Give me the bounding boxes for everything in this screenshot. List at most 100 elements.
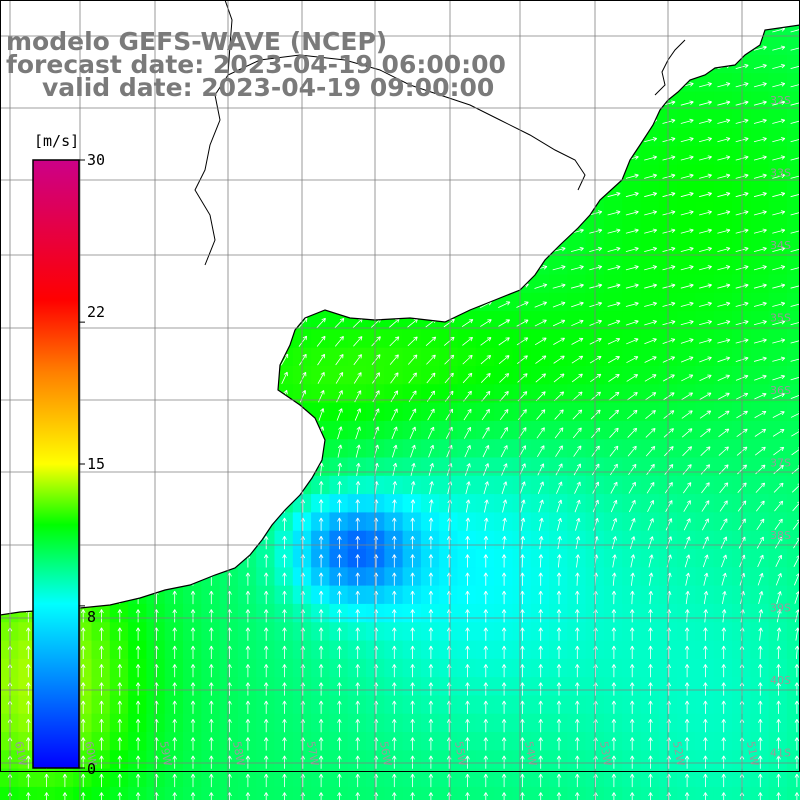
wind-speed-cell	[567, 292, 587, 312]
wind-speed-cell	[732, 439, 751, 458]
wind-arrow	[538, 554, 544, 568]
wind-speed-cell	[201, 658, 221, 678]
wind-arrow	[717, 283, 731, 289]
wind-speed-cell	[603, 274, 623, 294]
longitude-label: 58W	[230, 740, 247, 767]
wind-arrow	[392, 645, 397, 659]
wind-speed-cell	[512, 750, 532, 770]
wind-arrow	[612, 554, 617, 568]
wind-speed-cell	[750, 292, 770, 312]
wind-speed-cell	[311, 677, 330, 696]
wind-arrow	[644, 173, 658, 179]
wind-arrow	[754, 411, 767, 419]
wind-speed-cell	[695, 475, 715, 495]
wind-arrow	[575, 590, 580, 605]
wind-arrow	[245, 572, 251, 586]
wind-arrow	[282, 719, 287, 733]
wind-arrow	[554, 391, 565, 402]
wind-arrow	[500, 445, 508, 458]
wind-arrow	[758, 737, 763, 751]
wind-arrow	[664, 446, 674, 457]
wind-speed-cell	[512, 732, 532, 751]
wind-arrow	[573, 445, 582, 457]
wind-speed-cell	[640, 183, 660, 202]
wind-speed-cell	[622, 384, 641, 404]
wind-speed-cell	[256, 585, 275, 605]
wind-arrow	[753, 82, 767, 88]
wind-arrow	[681, 392, 693, 401]
wind-arrow	[607, 301, 621, 307]
wind-arrow	[534, 283, 548, 289]
wind-arrow	[645, 427, 656, 438]
wind-arrow	[717, 338, 731, 344]
wind-arrow	[776, 645, 782, 660]
wind-arrow	[501, 773, 507, 788]
wind-arrow	[721, 737, 726, 751]
wind-speed-cell	[567, 695, 587, 715]
wind-speed-cell	[530, 768, 550, 788]
wind-speed-cell	[494, 658, 513, 678]
wind-speed-cell	[603, 384, 623, 404]
wind-speed-cell	[732, 713, 751, 733]
wind-speed-cell	[237, 658, 257, 678]
wind-speed-cell	[494, 677, 513, 696]
wind-arrow	[337, 719, 342, 733]
wind-arrow	[699, 228, 712, 234]
wind-arrow	[117, 792, 123, 800]
wind-speed-cell	[420, 475, 440, 495]
wind-arrow	[718, 464, 729, 475]
wind-speed-cell	[677, 512, 696, 532]
wind-speed-cell	[420, 677, 440, 696]
wind-speed-cell	[677, 439, 696, 458]
wind-arrow	[520, 517, 526, 531]
wind-arrow	[611, 664, 617, 678]
wind-speed-cell	[750, 567, 770, 587]
wind-arrow	[135, 773, 141, 788]
wind-speed-cell	[128, 695, 147, 715]
wind-arrow	[758, 682, 763, 696]
wind-speed-cell	[219, 658, 239, 678]
wind-arrow	[407, 354, 418, 365]
wind-speed-cell	[677, 329, 696, 349]
wind-arrow	[461, 319, 474, 328]
wind-speed-cell	[329, 402, 349, 422]
wind-arrow	[80, 755, 86, 769]
wind-speed-cell	[439, 640, 458, 660]
longitude-label: 59W	[157, 740, 174, 767]
wind-arrow	[337, 554, 342, 568]
wind-arrow	[538, 590, 543, 605]
wind-speed-cell	[311, 549, 330, 568]
wind-speed-cell	[750, 128, 770, 147]
wind-arrow	[520, 755, 525, 769]
wind-arrow	[589, 210, 603, 216]
wind-arrow	[772, 301, 786, 307]
wind-arrow	[589, 319, 602, 326]
wind-arrow	[355, 462, 361, 476]
wind-speed-cell	[146, 768, 166, 788]
wind-arrow	[318, 590, 324, 605]
wind-speed-cell	[384, 549, 404, 568]
wind-arrow	[703, 645, 708, 659]
wind-arrow	[520, 719, 525, 733]
wind-arrow	[263, 719, 269, 733]
wind-speed-cell	[0, 677, 19, 696]
wind-speed-cell	[786, 585, 800, 605]
wind-arrow	[552, 265, 566, 271]
wind-arrow	[209, 755, 214, 769]
wind-arrow	[591, 463, 600, 476]
wind-speed-cell	[732, 201, 751, 221]
wind-speed-cell	[457, 512, 477, 532]
wind-speed-cell	[713, 439, 733, 458]
wind-speed-cell	[420, 713, 440, 733]
wind-speed-cell	[311, 384, 330, 404]
wind-speed-cell	[567, 713, 587, 733]
wind-arrow	[776, 737, 781, 751]
wind-speed-cell	[164, 622, 184, 641]
wind-speed-cell	[274, 567, 294, 587]
wind-arrow	[575, 792, 580, 800]
wind-arrow	[685, 572, 691, 586]
wind-arrow	[629, 700, 635, 714]
wind-speed-cell	[494, 512, 513, 532]
wind-speed-cell	[475, 677, 495, 696]
wind-arrow	[245, 719, 251, 733]
